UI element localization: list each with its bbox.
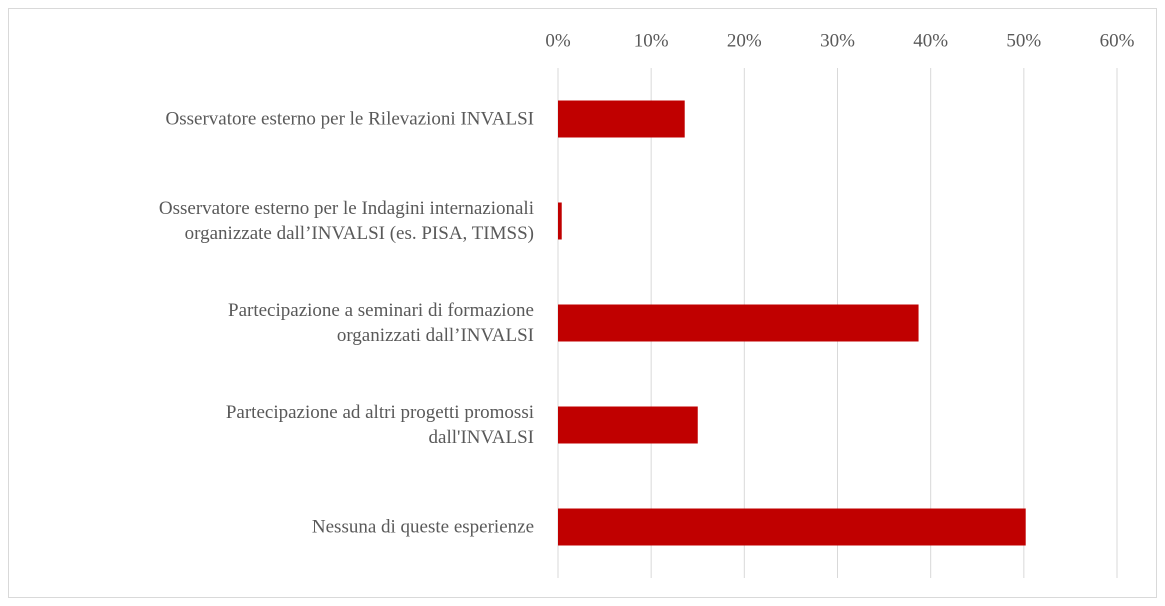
bar (558, 508, 1026, 546)
bar (558, 100, 685, 138)
x-tick-label: 30% (820, 30, 855, 51)
category-label: Nessuna di queste esperienze (311, 516, 534, 538)
x-tick-label: 0% (545, 30, 571, 51)
x-tick-label: 60% (1100, 30, 1135, 51)
category-label: Partecipazione a seminari di formazione … (228, 300, 534, 346)
category-label: Osservatore esterno per le Rilevazioni I… (165, 108, 534, 130)
bar (558, 202, 562, 240)
x-tick-label: 40% (913, 30, 948, 51)
bar (558, 304, 919, 342)
chart-frame (8, 8, 1157, 598)
x-tick-label: 50% (1006, 30, 1041, 51)
x-tick-label: 20% (727, 30, 762, 51)
category-label: Partecipazione ad altri progetti promoss… (225, 402, 534, 448)
x-tick-label: 10% (634, 30, 669, 51)
bar (558, 406, 698, 444)
category-label: Osservatore esterno per le Indagini inte… (158, 198, 534, 244)
